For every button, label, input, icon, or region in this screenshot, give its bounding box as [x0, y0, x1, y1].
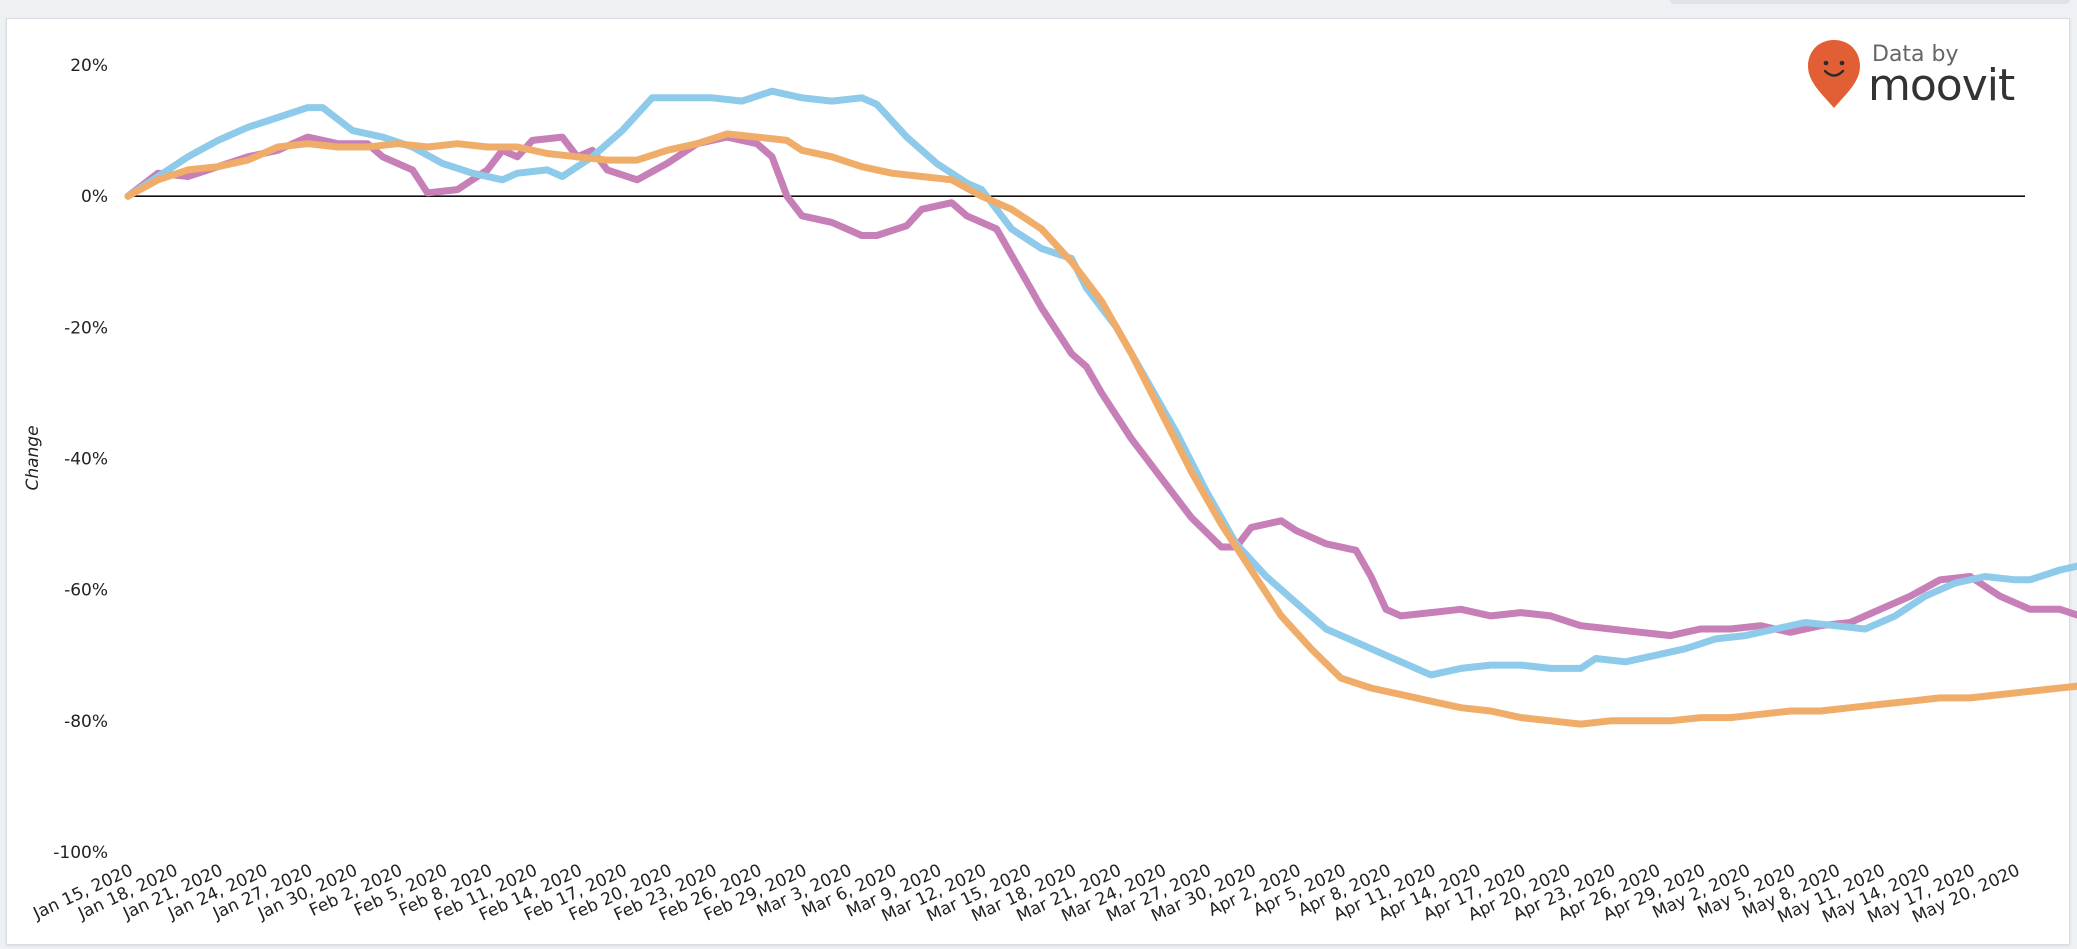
- y-tick-label: 0%: [81, 187, 108, 207]
- moovit-logo: Data by moovit: [1808, 40, 2016, 111]
- y-tick-label: 20%: [70, 56, 108, 76]
- y-tick-label: -100%: [53, 843, 108, 863]
- series-line: [124, 130, 2077, 728]
- brand-name: moovit: [1868, 60, 2015, 111]
- y-axis-ticks: 20% 0% -20% -40% -60% -80% -100%: [53, 56, 108, 863]
- y-tick-label: -60%: [64, 581, 108, 601]
- chart-card: [6, 18, 2070, 945]
- moovit-pin-icon: [1808, 40, 1860, 108]
- window-top-edge: [1670, 0, 2070, 4]
- y-tick-label: -20%: [64, 318, 108, 338]
- y-tick-label: -80%: [64, 712, 108, 732]
- series-line: [124, 133, 2077, 640]
- brand-top-label: Data by: [1872, 42, 1959, 67]
- y-axis-title: Change: [23, 425, 43, 490]
- y-tick-label: -40%: [64, 450, 108, 470]
- series-group: [124, 87, 2077, 728]
